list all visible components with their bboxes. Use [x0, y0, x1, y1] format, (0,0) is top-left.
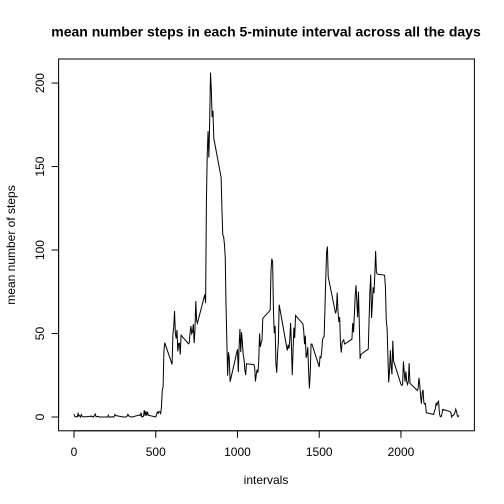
x-tick-label: 1000: [224, 445, 251, 459]
y-axis-label: mean number of steps: [4, 185, 18, 304]
x-tick-label: 1500: [306, 445, 333, 459]
y-tick-label: 150: [33, 156, 47, 176]
y-tick-label: 50: [33, 327, 47, 341]
plot-box: [58, 58, 475, 432]
y-tick-label: 100: [33, 240, 47, 260]
chart-title: mean number steps in each 5-minute inter…: [51, 24, 481, 40]
x-tick-label: 2000: [388, 445, 415, 459]
data-line: [73, 72, 460, 419]
y-tick-label: 200: [33, 73, 47, 93]
x-axis-label: intervals: [244, 473, 289, 487]
y-tick-label: 0: [33, 413, 47, 420]
x-tick-label: 0: [71, 445, 78, 459]
x-tick-label: 500: [146, 445, 166, 459]
